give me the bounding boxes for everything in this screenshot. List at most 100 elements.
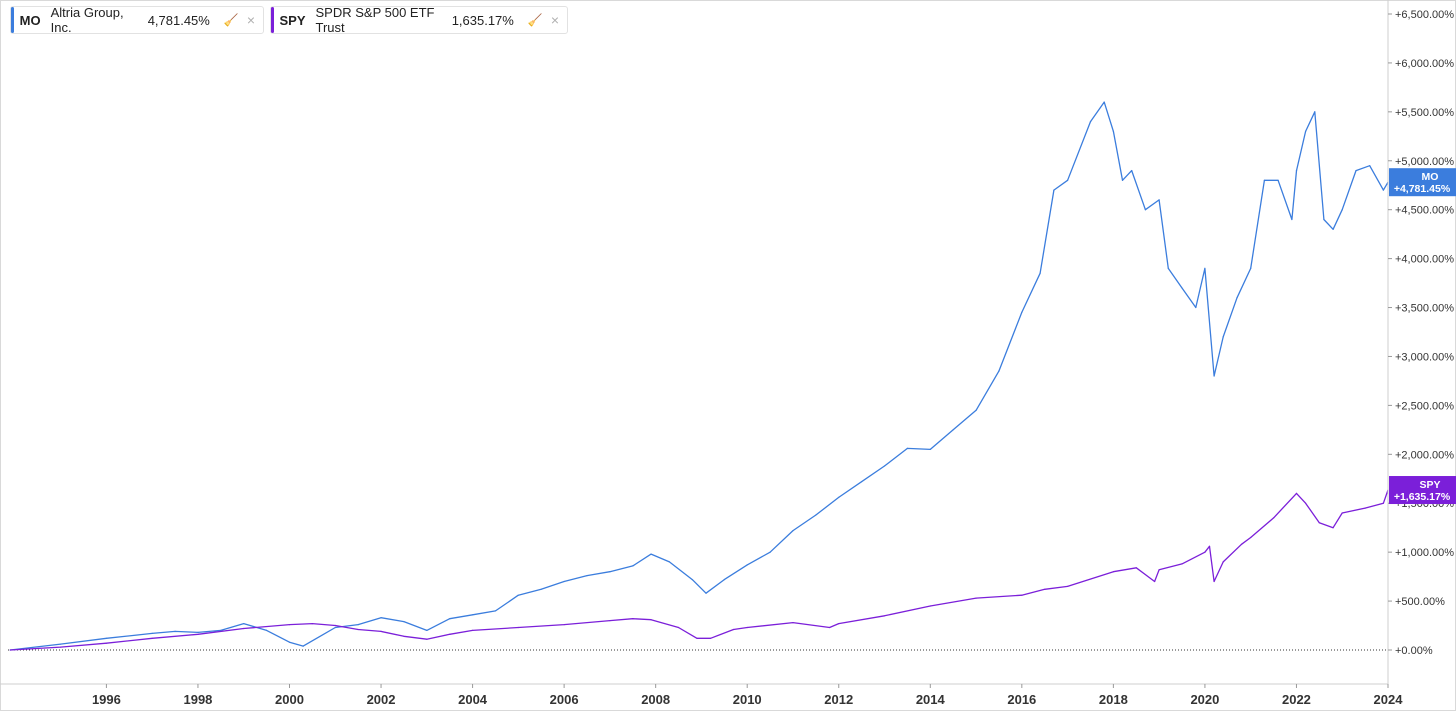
x-tick-label: 2020 [1190, 692, 1219, 707]
data-point-mo [1121, 179, 1124, 181]
data-point-spy [746, 626, 748, 629]
data-point-mo [1204, 267, 1206, 269]
data-point-mo [357, 624, 359, 626]
series-layer [9, 101, 1389, 651]
data-point-mo [1089, 121, 1092, 123]
data-point-mo [1295, 170, 1298, 172]
data-point-spy [829, 626, 831, 629]
data-point-spy [311, 623, 313, 625]
data-point-mo [746, 564, 748, 566]
data-point-mo [975, 409, 977, 411]
data-point-spy [517, 626, 519, 629]
legend-symbol: SPY [279, 12, 306, 28]
data-point-spy [838, 623, 840, 625]
data-point-spy [1021, 594, 1023, 596]
legend-color-bar [11, 7, 14, 33]
data-point-mo [266, 629, 268, 632]
end-label-symbol: MO [1422, 171, 1439, 183]
data-point-mo [769, 551, 771, 553]
data-point-mo [174, 630, 176, 633]
data-point-mo [1158, 199, 1160, 201]
cleanup-icon[interactable]: 🧹 [527, 13, 543, 27]
data-point-mo [60, 643, 62, 645]
data-point-mo [1277, 179, 1279, 181]
x-tick-label: 2006 [550, 692, 579, 707]
y-tick-label: +0.00% [1395, 645, 1433, 657]
data-point-mo [1332, 228, 1334, 230]
data-point-mo [1382, 189, 1384, 191]
data-point-spy [1341, 512, 1343, 514]
data-point-mo [1369, 165, 1371, 167]
y-tick-label: +6,000.00% [1395, 58, 1454, 70]
data-point-mo [426, 629, 428, 632]
data-point-mo [403, 621, 405, 623]
data-point-mo [883, 465, 886, 467]
data-point-spy [472, 629, 474, 632]
data-point-mo [1291, 218, 1293, 221]
data-point-mo [1131, 170, 1133, 172]
data-point-spy [1044, 588, 1046, 590]
cleanup-icon[interactable]: 🧹 [223, 13, 239, 27]
data-point-mo [449, 618, 451, 620]
data-point-spy [632, 618, 634, 620]
end-label-value: +4,781.45% [1394, 183, 1451, 195]
data-point-mo [1112, 130, 1114, 132]
end-label-value: +1,635.17% [1394, 491, 1451, 503]
data-point-mo [632, 565, 634, 567]
legend-value: 4,781.45% [147, 12, 210, 28]
legend-chip-mo[interactable]: MO Altria Group, Inc. 4,781.45% 🧹 × [10, 5, 264, 35]
data-point-mo [1323, 218, 1325, 221]
data-point-mo [668, 561, 671, 563]
x-tick-label: 2024 [1374, 692, 1404, 707]
data-point-mo [1181, 287, 1183, 289]
data-point-spy [563, 624, 565, 626]
data-point-mo [1236, 297, 1238, 299]
legend-color-bar [271, 7, 274, 33]
data-point-mo [1144, 209, 1146, 211]
data-point-mo [151, 632, 153, 635]
data-point-spy [243, 627, 245, 630]
data-point-spy [1382, 502, 1384, 504]
data-point-spy [1204, 551, 1206, 553]
end-label-mo: MO+4,781.45% [1389, 168, 1456, 197]
data-point-spy [1332, 527, 1334, 529]
x-tick-label: 2002 [367, 692, 396, 707]
data-point-mo [705, 592, 707, 594]
data-point-spy [426, 638, 428, 640]
series-line-spy [10, 489, 1389, 651]
data-point-mo [334, 626, 336, 629]
legend-chip-spy[interactable]: SPY SPDR S&P 500 ETF Trust 1,635.17% 🧹 × [270, 5, 568, 35]
close-icon[interactable]: × [246, 12, 255, 28]
data-point-spy [334, 624, 336, 627]
y-tick-label: +3,000.00% [1395, 351, 1454, 363]
data-point-spy [883, 615, 886, 617]
data-point-mo [1167, 267, 1169, 269]
data-point-spy [1181, 563, 1183, 565]
y-tick-label: +4,000.00% [1395, 254, 1454, 266]
x-tick-label: 2012 [824, 692, 853, 707]
x-tick-label: 2008 [641, 692, 670, 707]
data-point-mo [1250, 267, 1252, 269]
close-icon[interactable]: × [550, 12, 559, 28]
series-line-mo [10, 101, 1389, 651]
data-point-mo [380, 617, 382, 619]
data-point-spy [677, 626, 680, 629]
data-point-mo [1195, 306, 1197, 309]
data-point-mo [586, 575, 588, 577]
data-point-mo [220, 629, 222, 632]
data-point-mo [1053, 189, 1055, 191]
end-label-bg [1389, 168, 1456, 197]
data-point-mo [1039, 272, 1041, 274]
data-point-spy [288, 624, 291, 626]
legend-value: 1,635.17% [451, 12, 514, 28]
data-point-mo [906, 447, 909, 449]
y-tick-label: +5,500.00% [1395, 107, 1454, 119]
data-point-mo [723, 579, 725, 581]
data-point-spy [449, 633, 451, 635]
data-point-spy [1135, 567, 1137, 569]
x-tick-label: 1996 [92, 692, 121, 707]
legend-name: Altria Group, Inc. [50, 5, 124, 35]
data-point-mo [929, 448, 931, 450]
